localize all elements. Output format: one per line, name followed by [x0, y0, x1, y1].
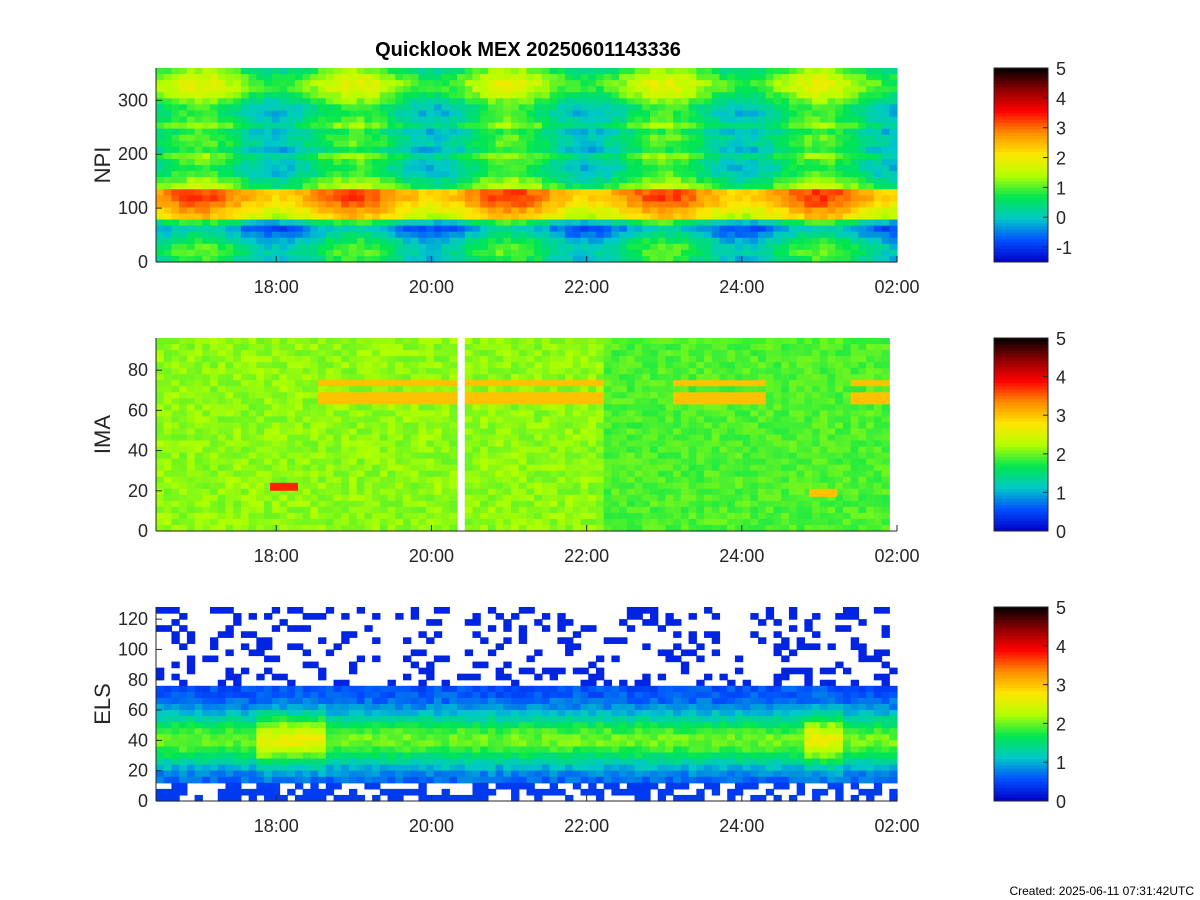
- npi-xtick-label: 20:00: [409, 277, 454, 297]
- ima-xtick-label: 22:00: [564, 546, 609, 566]
- npi-ytick-label: 300: [118, 90, 148, 110]
- els-xtick-label: 22:00: [564, 816, 609, 836]
- els-spectrogram: [156, 607, 898, 802]
- els-xtick-label: 18:00: [254, 816, 299, 836]
- els-colorbar-label: 5: [1056, 598, 1066, 618]
- ima-colorbar-label: 5: [1056, 329, 1066, 349]
- figure-title: Quicklook MEX 20250601143336: [375, 39, 681, 61]
- npi-xtick-label: 02:00: [874, 277, 919, 297]
- els-colorbar-label: 1: [1056, 753, 1066, 773]
- created-timestamp: Created: 2025-06-11 07:31:42UTC: [1009, 884, 1194, 898]
- ima-xtick-label: 20:00: [409, 546, 454, 566]
- npi-colorbar-label: -1: [1056, 238, 1072, 258]
- els-xtick-label: 24:00: [719, 816, 764, 836]
- npi-ytick-label: 200: [118, 144, 148, 164]
- els-ytick-label: 100: [118, 639, 148, 659]
- ima-ytick-label: 20: [128, 481, 148, 501]
- ima-colorbar-label: 4: [1056, 368, 1066, 388]
- els-ytick-label: 80: [128, 670, 148, 690]
- ima-colorbar-label: 3: [1056, 406, 1066, 426]
- ima-ytick-label: 40: [128, 441, 148, 461]
- els-colorbar-label: 0: [1056, 792, 1066, 812]
- ima-ylabel: IMA: [90, 415, 115, 454]
- npi-ytick-label: 100: [118, 198, 148, 218]
- ima-ytick-label: 0: [138, 521, 148, 541]
- ima-hotspot: [270, 482, 299, 491]
- npi-colorbar-label: 3: [1056, 119, 1066, 139]
- ima-colorbar-label: 2: [1056, 445, 1066, 465]
- els-ytick-label: 20: [128, 761, 148, 781]
- ima-hotspot: [809, 488, 838, 497]
- els-colorbar-label: 3: [1056, 676, 1066, 696]
- ima-colorbar-label: 1: [1056, 483, 1066, 503]
- ima-xtick-label: 18:00: [254, 546, 299, 566]
- ima-colorbar: 0 1 2 3 4 5: [993, 329, 1066, 542]
- els-colorbar: 0 1 2 3 4 5: [993, 598, 1066, 812]
- ima-ytick-label: 60: [128, 400, 148, 420]
- npi-colorbar-label: 2: [1056, 149, 1066, 169]
- npi-colorbar-label: 5: [1056, 59, 1066, 79]
- npi-xtick-label: 18:00: [254, 277, 299, 297]
- npi-ytick-label: 0: [138, 252, 148, 272]
- npi-xtick-label: 24:00: [719, 277, 764, 297]
- els-xtick-label: 02:00: [874, 816, 919, 836]
- ima-colorbar-frame: [993, 337, 1049, 532]
- els-xtick-label: 20:00: [409, 816, 454, 836]
- els-ytick-label: 60: [128, 700, 148, 720]
- els-colorbar-label: 2: [1056, 714, 1066, 734]
- npi-colorbar-label: 1: [1056, 178, 1066, 198]
- els-colorbar-frame: [993, 606, 1049, 802]
- ima-xtick-label: 24:00: [719, 546, 764, 566]
- els-ytick-label: 120: [118, 609, 148, 629]
- npi-colorbar-label: 4: [1056, 89, 1066, 109]
- els-ytick-label: 0: [138, 791, 148, 811]
- npi-colorbar-label: 0: [1056, 208, 1066, 228]
- panel-ima: 0 20 40 60 80 18:00 20:00 22:00 24:00 02:00 IMA 0 1 2…: [90, 329, 1066, 566]
- npi-ylabel: NPI: [90, 147, 115, 184]
- npi-colorbar: -1 0 1 2 3 4 5: [993, 59, 1072, 263]
- ima-spectrogram: [156, 338, 890, 532]
- ima-ytick-label: 80: [128, 360, 148, 380]
- ima-xtick-label: 02:00: [874, 546, 919, 566]
- els-ytick-label: 40: [128, 730, 148, 750]
- npi-colorbar-frame: [993, 67, 1049, 263]
- npi-spectrogram: [156, 68, 898, 263]
- els-ylabel: ELS: [90, 683, 115, 725]
- els-colorbar-label: 4: [1056, 637, 1066, 657]
- ima-colorbar-label: 0: [1056, 522, 1066, 542]
- panel-npi: 0 100 200 300 18:00 20:00 22:00 24:00 02:00 NPI -1…: [90, 59, 1072, 297]
- npi-xtick-label: 22:00: [564, 277, 609, 297]
